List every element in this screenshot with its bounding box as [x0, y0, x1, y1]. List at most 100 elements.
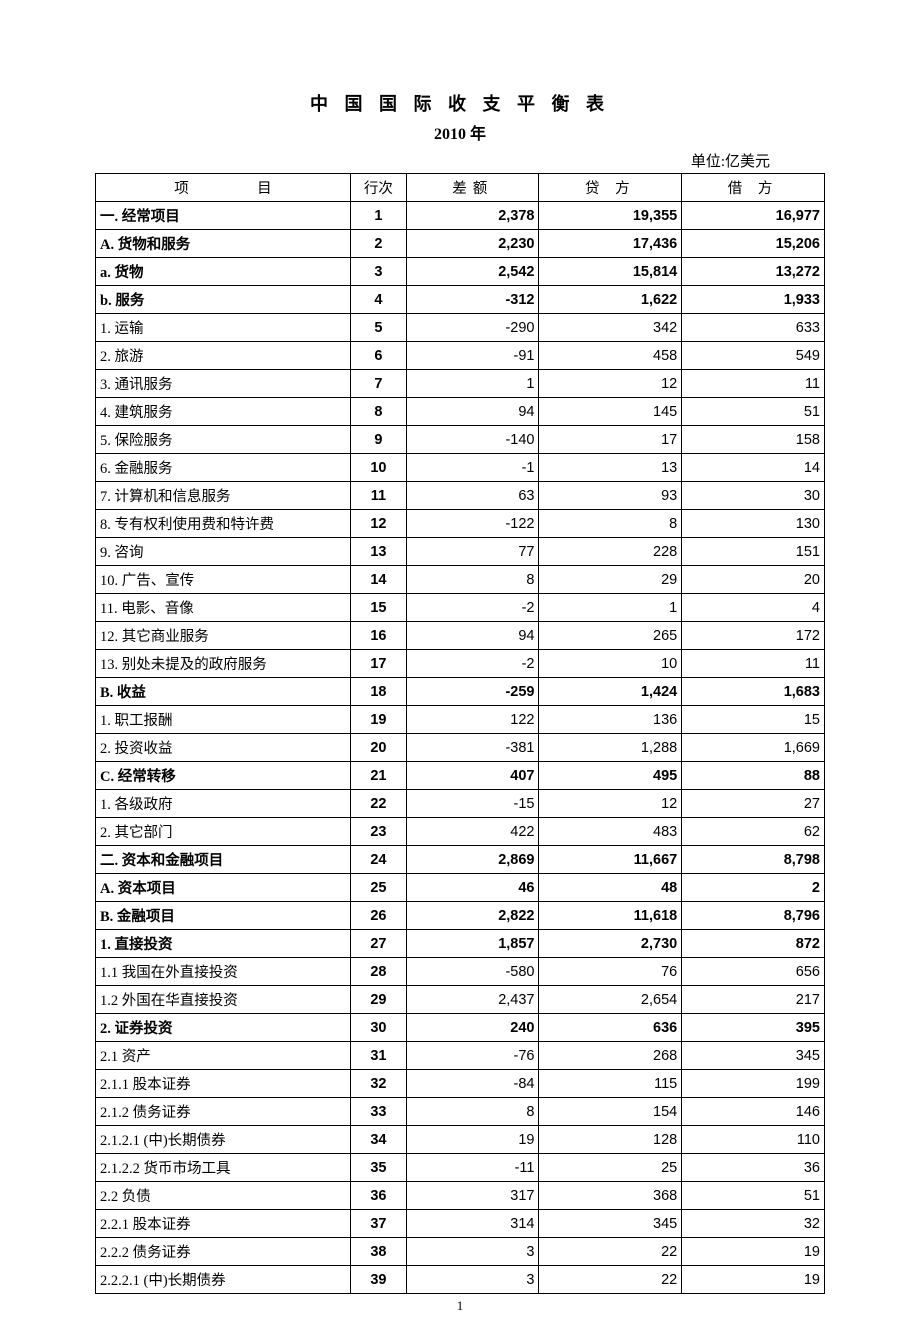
row-number: 11 [350, 482, 406, 510]
cell-dr: 15,206 [682, 230, 825, 258]
cell-cr: 13 [539, 454, 682, 482]
row-number: 8 [350, 398, 406, 426]
cell-cr: 495 [539, 762, 682, 790]
item-label: B. 收益 [96, 678, 351, 706]
table-row: 2.2 负债3631736851 [96, 1182, 825, 1210]
table-row: 2.1.2.2 货币市场工具35-112536 [96, 1154, 825, 1182]
cell-net: 2,230 [406, 230, 539, 258]
cell-cr: 17 [539, 426, 682, 454]
cell-net: -2 [406, 650, 539, 678]
cell-net: -140 [406, 426, 539, 454]
col-header-item-a: 项 [174, 177, 189, 198]
row-number: 35 [350, 1154, 406, 1182]
table-row: 12. 其它商业服务1694265172 [96, 622, 825, 650]
table-row: 1. 直接投资271,8572,730872 [96, 930, 825, 958]
cell-cr: 29 [539, 566, 682, 594]
item-label: 1.2 外国在华直接投资 [96, 986, 351, 1014]
item-label: 2. 证券投资 [96, 1014, 351, 1042]
table-header-row: 项 目 行次 差额 贷 方 借 方 [96, 174, 825, 202]
row-number: 23 [350, 818, 406, 846]
cell-cr: 15,814 [539, 258, 682, 286]
item-label: 5. 保险服务 [96, 426, 351, 454]
row-number: 26 [350, 902, 406, 930]
cell-net: 317 [406, 1182, 539, 1210]
cell-dr: 13,272 [682, 258, 825, 286]
cell-net: 2,378 [406, 202, 539, 230]
table-body: 一. 经常项目12,37819,35516,977A. 货物和服务22,2301… [96, 202, 825, 1294]
cell-cr: 2,730 [539, 930, 682, 958]
cell-dr: 19 [682, 1266, 825, 1294]
cell-cr: 10 [539, 650, 682, 678]
cell-dr: 62 [682, 818, 825, 846]
row-number: 36 [350, 1182, 406, 1210]
row-number: 18 [350, 678, 406, 706]
cell-net: -122 [406, 510, 539, 538]
cell-cr: 1,622 [539, 286, 682, 314]
row-number: 31 [350, 1042, 406, 1070]
row-number: 38 [350, 1238, 406, 1266]
row-number: 17 [350, 650, 406, 678]
item-label: 2.1.1 股本证券 [96, 1070, 351, 1098]
cell-dr: 1,683 [682, 678, 825, 706]
col-header-net: 差额 [406, 174, 539, 202]
cell-cr: 11,618 [539, 902, 682, 930]
cell-dr: 172 [682, 622, 825, 650]
cell-cr: 368 [539, 1182, 682, 1210]
cell-net: 77 [406, 538, 539, 566]
table-row: C. 经常转移2140749588 [96, 762, 825, 790]
table-row: 11. 电影、音像15-214 [96, 594, 825, 622]
item-label: 9. 咨询 [96, 538, 351, 566]
table-row: 8. 专有权利使用费和特许费12-1228130 [96, 510, 825, 538]
cell-net: -381 [406, 734, 539, 762]
cell-net: 1 [406, 370, 539, 398]
cell-dr: 199 [682, 1070, 825, 1098]
row-number: 39 [350, 1266, 406, 1294]
cell-cr: 19,355 [539, 202, 682, 230]
row-number: 6 [350, 342, 406, 370]
item-label: 3. 通讯服务 [96, 370, 351, 398]
page-subtitle: 2010 年 [95, 120, 825, 144]
table-row: 2.2.1 股本证券3731434532 [96, 1210, 825, 1238]
table-row: 2.1.2 债务证券338154146 [96, 1098, 825, 1126]
table-row: 2. 旅游6-91458549 [96, 342, 825, 370]
cell-net: 19 [406, 1126, 539, 1154]
table-row: A. 资本项目2546482 [96, 874, 825, 902]
cell-net: 94 [406, 398, 539, 426]
table-row: 一. 经常项目12,37819,35516,977 [96, 202, 825, 230]
cell-net: 2,437 [406, 986, 539, 1014]
cell-net: 8 [406, 1098, 539, 1126]
cell-net: -15 [406, 790, 539, 818]
cell-dr: 549 [682, 342, 825, 370]
item-label: 2.1 资产 [96, 1042, 351, 1070]
cell-dr: 1,669 [682, 734, 825, 762]
cell-dr: 11 [682, 650, 825, 678]
cell-cr: 2,654 [539, 986, 682, 1014]
cell-cr: 345 [539, 1210, 682, 1238]
cell-dr: 1,933 [682, 286, 825, 314]
cell-cr: 22 [539, 1238, 682, 1266]
table-row: 2.1 资产31-76268345 [96, 1042, 825, 1070]
cell-cr: 17,436 [539, 230, 682, 258]
row-number: 19 [350, 706, 406, 734]
row-number: 5 [350, 314, 406, 342]
cell-dr: 8,796 [682, 902, 825, 930]
col-header-item-b: 目 [257, 177, 272, 198]
cell-cr: 93 [539, 482, 682, 510]
item-label: 2.2.2.1 (中)长期债券 [96, 1266, 351, 1294]
cell-dr: 656 [682, 958, 825, 986]
table-row: B. 金融项目262,82211,6188,796 [96, 902, 825, 930]
row-number: 15 [350, 594, 406, 622]
cell-dr: 151 [682, 538, 825, 566]
cell-net: -259 [406, 678, 539, 706]
cell-net: -2 [406, 594, 539, 622]
cell-dr: 32 [682, 1210, 825, 1238]
item-label: 2.2.1 股本证券 [96, 1210, 351, 1238]
table-row: 1. 运输5-290342633 [96, 314, 825, 342]
row-number: 20 [350, 734, 406, 762]
row-number: 7 [350, 370, 406, 398]
row-number: 37 [350, 1210, 406, 1238]
table-row: 2.2.2.1 (中)长期债券3932219 [96, 1266, 825, 1294]
table-row: A. 货物和服务22,23017,43615,206 [96, 230, 825, 258]
table-row: 5. 保险服务9-14017158 [96, 426, 825, 454]
cell-net: -290 [406, 314, 539, 342]
